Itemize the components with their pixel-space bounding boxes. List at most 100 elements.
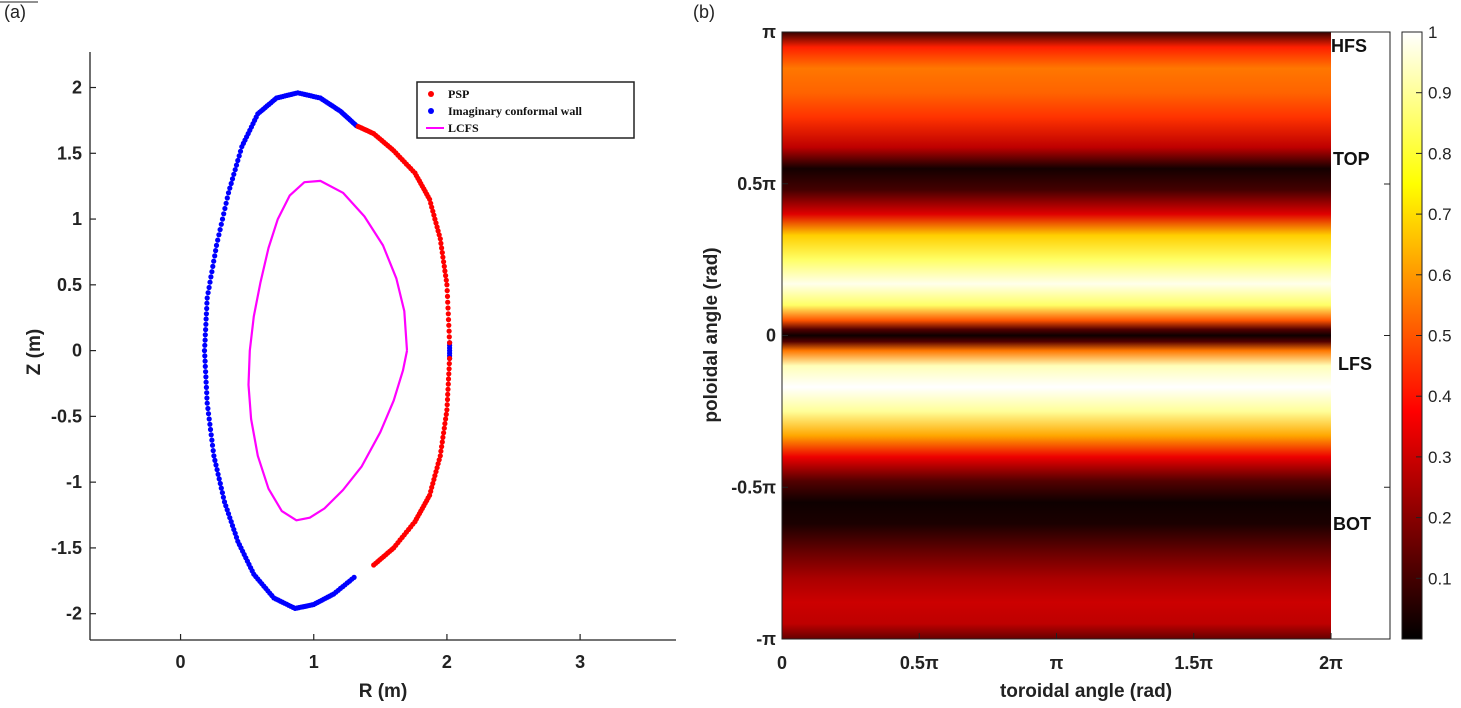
psp-point — [441, 425, 447, 431]
psp-point — [438, 448, 444, 454]
wall-point — [222, 205, 228, 212]
a-y-tick-label-1: 1.5 — [57, 143, 82, 163]
wall-point — [207, 426, 214, 433]
wall-point — [202, 332, 208, 338]
wall-point — [207, 279, 213, 285]
a-x-tick-label-3: 3 — [575, 652, 585, 672]
wall-point — [237, 148, 244, 154]
colorbar-tick-label-1: 0.9 — [1428, 84, 1452, 103]
psp-point — [434, 465, 440, 471]
psp-point — [443, 277, 449, 283]
wall-point — [213, 242, 220, 248]
psp-point — [432, 216, 438, 222]
wall-point — [231, 526, 237, 533]
psp-point — [441, 430, 447, 436]
a-y-tick-label-0: 2 — [72, 78, 82, 98]
b-x-tick-label-1: 0.5π — [900, 653, 939, 673]
psp-point — [437, 453, 443, 459]
wall-point — [204, 400, 210, 406]
colorbar-tick-label-2: 0.8 — [1428, 144, 1452, 163]
wall-point — [203, 316, 209, 322]
wall-point — [208, 432, 214, 438]
wall-point — [225, 190, 232, 196]
wall-point — [215, 237, 221, 243]
wall-point — [235, 157, 241, 164]
wall-point — [203, 374, 209, 380]
region-label-hfs: HFS — [1331, 36, 1367, 56]
wall-point — [227, 515, 233, 521]
a-y-tick-label-3: 0.5 — [57, 275, 82, 295]
psp-point — [436, 457, 442, 463]
b-y-axis-label: poloidal angle (rad) — [701, 247, 722, 422]
wall-point — [203, 384, 209, 390]
psp-point — [446, 361, 452, 367]
psp-point — [442, 268, 448, 274]
wall-point — [202, 342, 208, 348]
wall-point — [207, 421, 213, 427]
psp-point — [440, 254, 446, 260]
wall-point — [228, 519, 234, 525]
lcfs-line — [247, 179, 409, 522]
a-y-tick-label-5: -0.5 — [51, 406, 82, 426]
psp-point — [444, 288, 450, 294]
wall-point — [204, 300, 210, 306]
region-label-top: TOP — [1333, 149, 1370, 169]
a-ticks: 0 1 2 3 2 1.5 1 0.5 0 -0.5 -1 -1.5 -2 — [51, 78, 585, 672]
wall-point — [212, 457, 218, 463]
wall-point — [206, 284, 212, 291]
wall-point — [202, 353, 208, 359]
wall-point — [216, 232, 222, 238]
psp-point — [446, 322, 452, 328]
psp-point — [441, 263, 447, 269]
legend-wall-marker — [428, 108, 434, 114]
wall-point — [204, 305, 210, 312]
wall-point — [202, 358, 208, 364]
wall-point — [203, 311, 209, 317]
legend-psp-marker — [428, 91, 434, 97]
psp-point — [444, 282, 450, 288]
colorbar-tick-label-5: 0.5 — [1428, 327, 1452, 346]
wall-point — [229, 176, 236, 182]
wall-point — [205, 411, 212, 417]
psp-point — [443, 411, 449, 417]
psp-point — [429, 204, 435, 210]
legend-wall-label: Imaginary conformal wall — [448, 104, 583, 118]
psp-point — [443, 273, 449, 279]
psp-point — [431, 476, 437, 483]
psp-point — [435, 228, 441, 234]
wall-point — [232, 530, 238, 537]
psp-point — [445, 376, 452, 382]
region-label-bot: BOT — [1333, 514, 1371, 534]
wall-point — [223, 503, 229, 509]
wall-point — [209, 437, 215, 443]
psp-point — [439, 444, 445, 450]
wall-point — [231, 171, 237, 177]
wall-point — [209, 442, 216, 448]
wall-point — [211, 258, 217, 264]
psp-point — [435, 461, 441, 467]
wall-point — [218, 221, 224, 227]
psp-point — [444, 396, 451, 403]
wall-point — [205, 405, 211, 412]
wall-point — [215, 471, 221, 477]
psp-point — [431, 212, 437, 218]
wall-point — [203, 369, 209, 375]
a-x-tick-label-2: 2 — [442, 652, 452, 672]
a-x-tick-label-0: 0 — [176, 652, 186, 672]
wall-point — [214, 467, 220, 473]
wall-point — [216, 476, 222, 482]
b-y-tick-label-4: -π — [756, 629, 776, 649]
psp-point — [433, 469, 439, 475]
wall-point — [209, 269, 215, 275]
legend-lcfs-label: LCFS — [448, 121, 479, 135]
wall-point — [206, 416, 212, 422]
wall-point — [224, 507, 230, 513]
psp-point — [430, 480, 436, 487]
wall-point — [210, 448, 216, 454]
psp-point — [445, 299, 451, 305]
wall-point — [223, 200, 229, 206]
a-y-tick-label-8: -2 — [66, 604, 82, 624]
colorbar: 1 0.9 0.8 0.7 0.6 0.5 0.4 0.3 0.2 0.1 — [1401, 23, 1452, 640]
a-y-tick-label-4: 0 — [72, 341, 82, 361]
wall-point — [220, 494, 226, 500]
